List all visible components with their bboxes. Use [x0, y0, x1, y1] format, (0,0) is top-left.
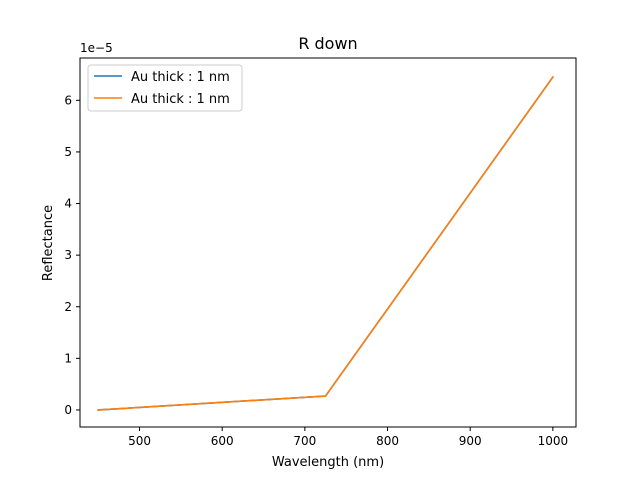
- y-tick-label: 4: [64, 197, 72, 211]
- x-tick-label: 500: [128, 434, 151, 448]
- x-tick-label: 900: [459, 434, 482, 448]
- x-axis-ticks: 500 600 700 800 900 1000: [128, 427, 568, 448]
- y-axis-ticks: 0 1 2 3 4 5 6: [64, 93, 80, 417]
- y-tick-label: 2: [64, 300, 72, 314]
- chart-title: R down: [298, 34, 357, 53]
- legend-box: [87, 64, 243, 112]
- y-tick-label: 5: [64, 145, 72, 159]
- plot-area-frame: [79, 57, 577, 428]
- y-axis-offset-text: 1e−5: [80, 41, 113, 55]
- y-tick-label: 3: [64, 248, 72, 262]
- y-axis-title: Reflectance: [41, 205, 56, 281]
- legend: Au thick : 1 nm Au thick : 1 nm: [87, 64, 243, 112]
- x-tick-label: 800: [376, 434, 399, 448]
- legend-label-2: Au thick : 1 nm: [131, 92, 230, 107]
- y-tick-label: 1: [64, 351, 72, 365]
- legend-label-1: Au thick : 1 nm: [131, 70, 230, 85]
- y-tick-label: 0: [64, 403, 72, 417]
- series-line-2: [97, 75, 554, 411]
- x-tick-label: 600: [211, 434, 234, 448]
- x-tick-label: 700: [293, 434, 316, 448]
- x-axis-title: Wavelength (nm): [272, 455, 384, 470]
- x-tick-label: 1000: [538, 434, 569, 448]
- y-tick-label: 6: [64, 93, 72, 107]
- series-line-1: [97, 75, 554, 411]
- series-lines: [97, 75, 554, 411]
